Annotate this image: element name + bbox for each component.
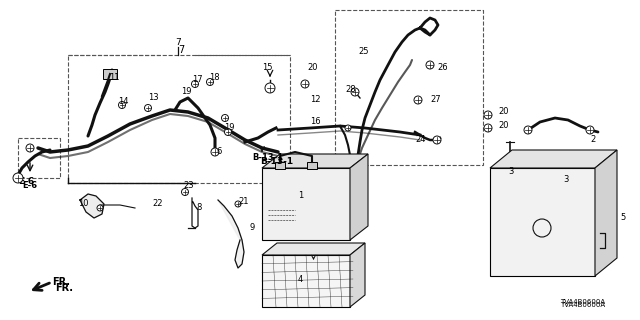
Text: 25: 25: [358, 47, 369, 57]
Text: 5: 5: [620, 213, 625, 222]
Circle shape: [301, 80, 309, 88]
Circle shape: [221, 115, 228, 122]
Polygon shape: [80, 194, 104, 218]
Polygon shape: [350, 154, 368, 240]
Polygon shape: [218, 200, 244, 268]
Circle shape: [414, 96, 422, 104]
Text: 27: 27: [430, 95, 440, 105]
Bar: [307, 162, 317, 169]
Text: 11: 11: [109, 74, 120, 83]
Bar: [490, 168, 595, 276]
Text: 21: 21: [238, 197, 248, 206]
Circle shape: [145, 105, 152, 111]
Circle shape: [97, 205, 103, 211]
Text: 18: 18: [209, 74, 220, 83]
Circle shape: [13, 173, 23, 183]
Text: 3: 3: [508, 167, 513, 177]
Circle shape: [265, 83, 275, 93]
Bar: [335, 10, 483, 165]
Text: TVA4B0600A: TVA4B0600A: [560, 302, 605, 308]
Text: 9: 9: [250, 223, 255, 233]
Circle shape: [351, 88, 359, 96]
Text: FR.: FR.: [55, 283, 73, 293]
Text: 19: 19: [224, 124, 234, 132]
Bar: [68, 55, 290, 183]
Text: B-13-1: B-13-1: [260, 157, 293, 166]
Polygon shape: [262, 154, 368, 168]
Text: B-13-1: B-13-1: [252, 153, 283, 162]
Text: 23: 23: [183, 181, 194, 190]
Bar: [262, 255, 350, 307]
Circle shape: [118, 101, 125, 108]
Circle shape: [26, 144, 34, 152]
Text: 22: 22: [152, 199, 163, 209]
Text: E-6: E-6: [22, 181, 37, 190]
Text: 20: 20: [498, 122, 509, 131]
Text: 28: 28: [345, 85, 356, 94]
Text: 4: 4: [298, 276, 303, 284]
Text: 8: 8: [196, 204, 202, 212]
Text: 26: 26: [437, 63, 447, 73]
Text: 12: 12: [310, 95, 321, 105]
Text: 1: 1: [298, 190, 303, 199]
Circle shape: [586, 126, 594, 134]
Polygon shape: [350, 243, 365, 307]
Text: 19: 19: [181, 86, 191, 95]
Text: 13: 13: [148, 93, 159, 102]
Circle shape: [484, 111, 492, 119]
Text: E-6: E-6: [18, 178, 34, 187]
Circle shape: [182, 188, 189, 196]
Text: 6: 6: [216, 148, 221, 156]
Text: 20: 20: [307, 63, 317, 73]
Polygon shape: [262, 243, 365, 255]
Circle shape: [524, 126, 532, 134]
Text: 15: 15: [262, 63, 273, 73]
Bar: [262, 168, 350, 240]
Text: 7: 7: [175, 38, 181, 47]
Circle shape: [433, 136, 441, 144]
Circle shape: [345, 125, 351, 131]
Circle shape: [225, 129, 232, 135]
Circle shape: [211, 148, 219, 156]
Text: 17: 17: [192, 76, 203, 84]
Text: 16: 16: [310, 117, 321, 126]
Text: 7: 7: [178, 45, 184, 55]
Polygon shape: [490, 150, 617, 168]
Text: 20: 20: [498, 108, 509, 116]
Text: 2: 2: [590, 135, 595, 145]
Circle shape: [191, 81, 198, 87]
Text: FR.: FR.: [52, 277, 70, 287]
Bar: [18, 138, 60, 178]
Bar: [103, 69, 117, 79]
Circle shape: [484, 124, 492, 132]
Circle shape: [426, 61, 434, 69]
Text: 10: 10: [78, 199, 88, 209]
Text: 14: 14: [118, 98, 129, 107]
Polygon shape: [595, 150, 617, 276]
Bar: [275, 162, 285, 169]
Text: TVA4B0600A: TVA4B0600A: [560, 299, 605, 305]
Text: 3: 3: [563, 175, 568, 185]
Circle shape: [207, 78, 214, 85]
Text: 24: 24: [415, 135, 426, 145]
Circle shape: [235, 201, 241, 207]
